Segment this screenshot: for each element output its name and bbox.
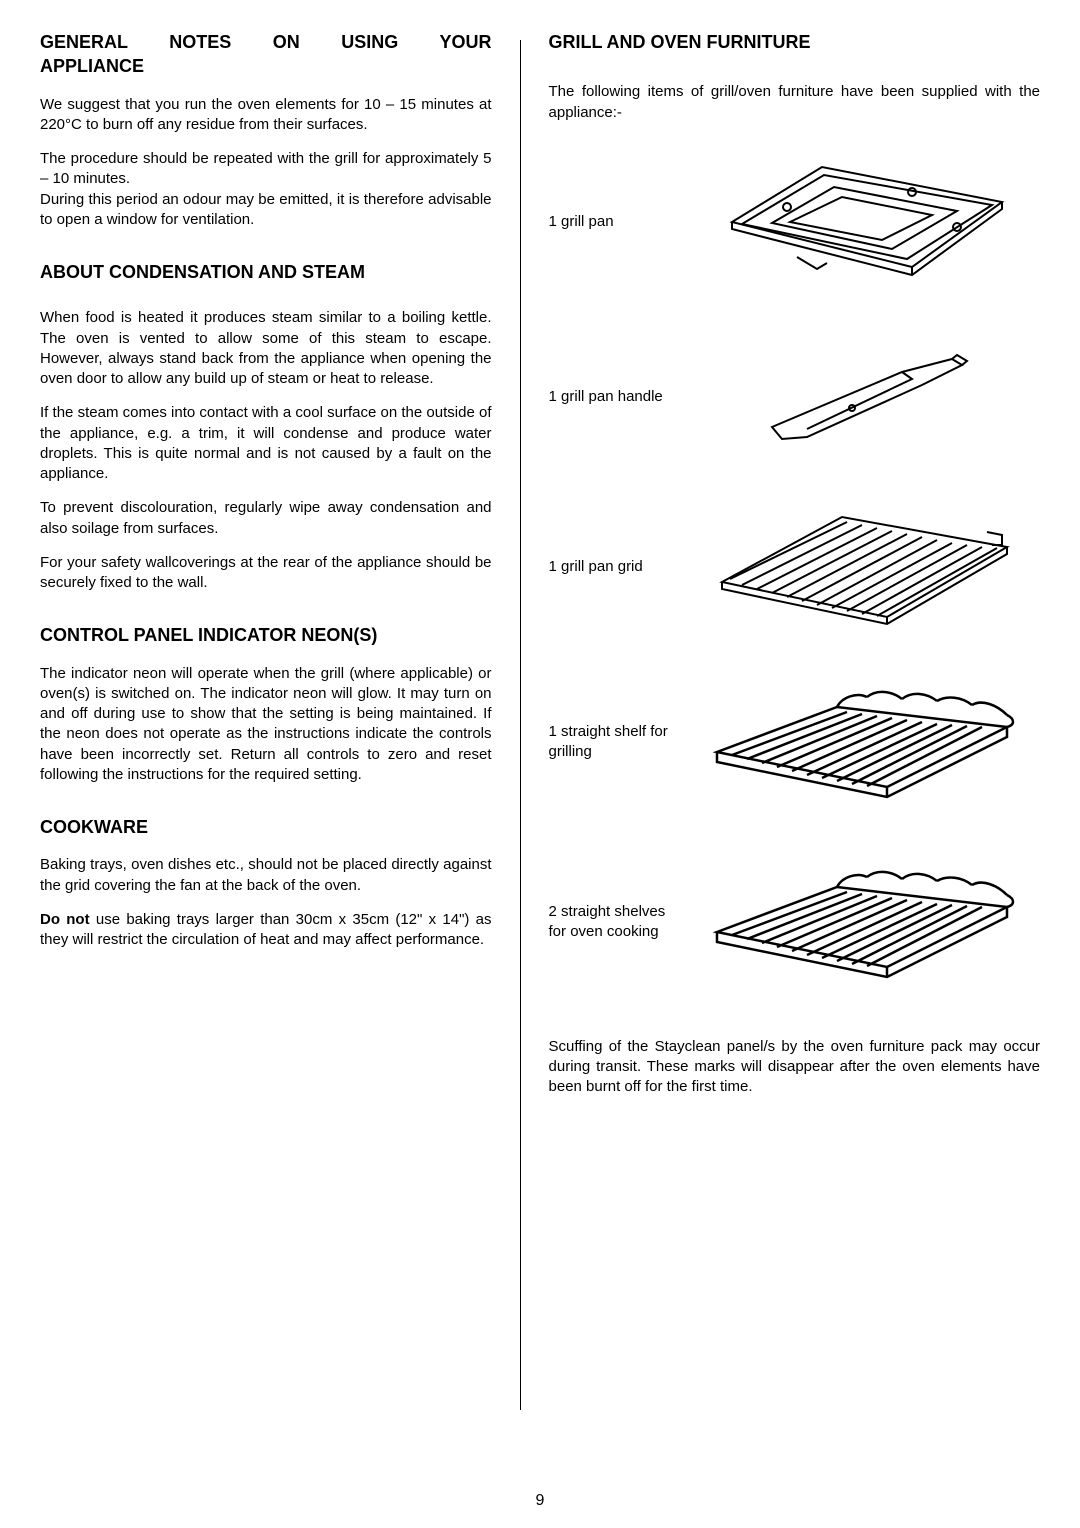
cookware-p2-rest: use baking trays larger than 30cm x 35cm… [40, 911, 492, 948]
furniture-intro: The following items of grill/oven furnit… [549, 82, 1040, 123]
general-note-2: The procedure should be repeated with th… [40, 149, 492, 190]
condensation-p3: To prevent discolouration, regularly wip… [40, 498, 492, 539]
heading-furniture: GRILL AND OVEN FURNITURE [549, 30, 1040, 54]
heading-general-line1: GENERAL NOTES ON USING YOUR [40, 30, 492, 54]
straight-shelves-icon [707, 857, 1017, 987]
heading-general: GENERAL NOTES ON USING YOUR APPLIANCE [40, 30, 492, 79]
cookware-p2-bold: Do not [40, 911, 90, 928]
label-straight-shelf-grill: 1 straight shelf for grilling [549, 722, 684, 763]
general-note-3: During this period an odour may be emitt… [40, 190, 492, 231]
straight-shelf-icon [707, 677, 1017, 807]
label-straight-shelves-oven: 2 straight shelves for oven cooking [549, 902, 684, 943]
heading-general-line2: APPLIANCE [40, 54, 492, 78]
general-note-1: We suggest that you run the oven element… [40, 95, 492, 136]
heading-condensation: ABOUT CONDENSATION AND STEAM [40, 260, 492, 284]
label-grill-pan-grid: 1 grill pan grid [549, 557, 684, 577]
heading-cookware: COOKWARE [40, 815, 492, 839]
label-grill-pan-handle: 1 grill pan handle [549, 387, 684, 407]
condensation-p2: If the steam comes into contact with a c… [40, 403, 492, 484]
grill-pan-grid-icon [712, 507, 1012, 627]
grill-pan-icon [712, 157, 1012, 287]
heading-neon: CONTROL PANEL INDICATOR NEON(S) [40, 623, 492, 647]
cookware-p2: Do not use baking trays larger than 30cm… [40, 910, 492, 951]
condensation-p1: When food is heated it produces steam si… [40, 308, 492, 389]
neon-p1: The indicator neon will operate when the… [40, 664, 492, 786]
cookware-p1: Baking trays, oven dishes etc., should n… [40, 855, 492, 896]
furniture-closing: Scuffing of the Stayclean panel/s by the… [549, 1037, 1040, 1098]
page-number: 9 [0, 1492, 1080, 1510]
condensation-p4: For your safety wallcoverings at the rea… [40, 553, 492, 594]
label-grill-pan: 1 grill pan [549, 212, 684, 232]
grill-pan-handle-icon [752, 347, 972, 447]
